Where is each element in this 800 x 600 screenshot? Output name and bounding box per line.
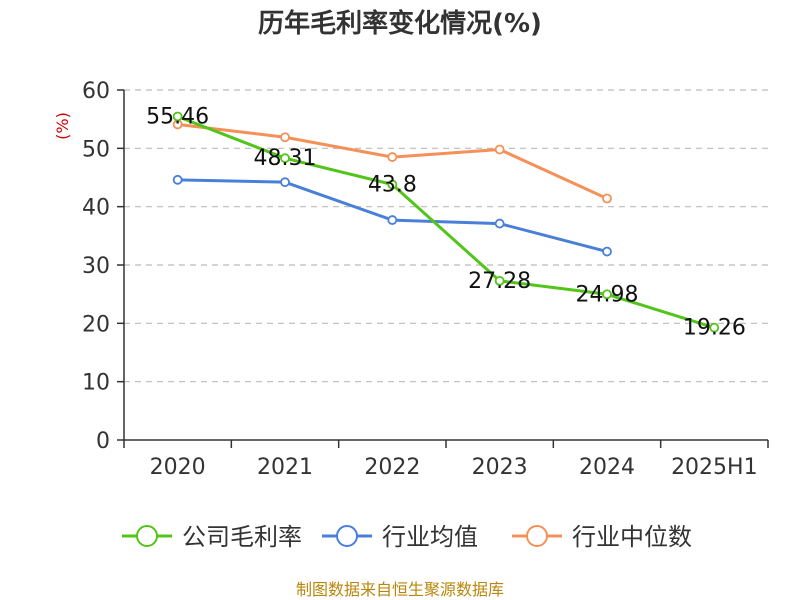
y-tick-label-0: 0	[96, 429, 110, 454]
series-0-point-2023	[494, 275, 505, 286]
legend-marker-1	[336, 525, 358, 547]
data-label-2024: 24.98	[576, 282, 639, 307]
legend-item-2[interactable]: 行业中位数	[512, 523, 692, 551]
series-1-point-2024	[602, 246, 612, 257]
legend-marker-2	[526, 525, 548, 547]
x-tick-label-2024: 2024	[579, 455, 635, 480]
x-tick-label-2021: 2021	[257, 455, 313, 480]
y-tick-label-60: 60	[82, 79, 110, 104]
legend-item-1[interactable]: 行业均值	[322, 523, 478, 551]
data-label-2020: 55.46	[146, 104, 209, 129]
data-label-2022: 43.8	[368, 173, 417, 198]
x-tick-label-2022: 2022	[364, 455, 420, 480]
series-lines	[172, 111, 720, 333]
x-tick-label-2020: 2020	[150, 455, 206, 480]
series-2-point-2022	[387, 152, 398, 162]
y-tick-label-20: 20	[82, 312, 110, 337]
series-0-point-2021	[280, 153, 290, 164]
series-line-0	[177, 115, 715, 330]
legend-marker-0	[136, 525, 158, 547]
x-tick-label-2023: 2023	[472, 455, 528, 480]
chart-title: 历年毛利率变化情况(%)	[258, 8, 542, 39]
series-0-point-2020	[172, 111, 183, 122]
legend-item-0[interactable]: 公司毛利率	[122, 523, 302, 551]
series-0-point-2022	[387, 179, 398, 190]
y-tick-label-50: 50	[82, 137, 110, 162]
legend-label-2: 行业中位数	[572, 523, 692, 551]
legend-label-1: 行业均值	[382, 523, 478, 551]
series-1-point-2020	[172, 174, 183, 185]
series-2-point-2021	[280, 132, 290, 143]
series-0-point-2024	[602, 289, 612, 300]
legend-label-0: 公司毛利率	[182, 523, 302, 551]
series-1-point-2023	[494, 218, 505, 229]
data-label-2023: 27.28	[468, 269, 531, 294]
y-tick-label-40: 40	[82, 196, 110, 221]
series-2-point-2023	[494, 144, 505, 155]
series-1-point-2022	[387, 215, 398, 225]
data-label-2025H1: 19.26	[683, 316, 746, 341]
data-label-2021: 48.31	[254, 146, 317, 171]
series-2-point-2024	[602, 193, 612, 204]
y-tick-label-30: 30	[82, 254, 110, 279]
y-axis-unit-label: (%)	[53, 112, 72, 140]
x-tick-label-2025H1: 2025H1	[671, 455, 758, 480]
data-labels: 55.46 48.31 43.8 27.28 24.98 19.26	[146, 104, 746, 340]
series-0-point-2025H1	[709, 322, 720, 333]
source-note: 制图数据来自恒生聚源数据库	[296, 580, 504, 599]
axes: 0 10 20 30 40 50 60 2020 2021 2022 2023 2024 2025H1	[82, 79, 769, 480]
legend: 公司毛利率 行业均值 行业中位数	[122, 523, 692, 551]
grid-lines	[124, 89, 768, 383]
series-1-point-2021	[280, 177, 290, 188]
y-tick-label-10: 10	[82, 371, 110, 396]
